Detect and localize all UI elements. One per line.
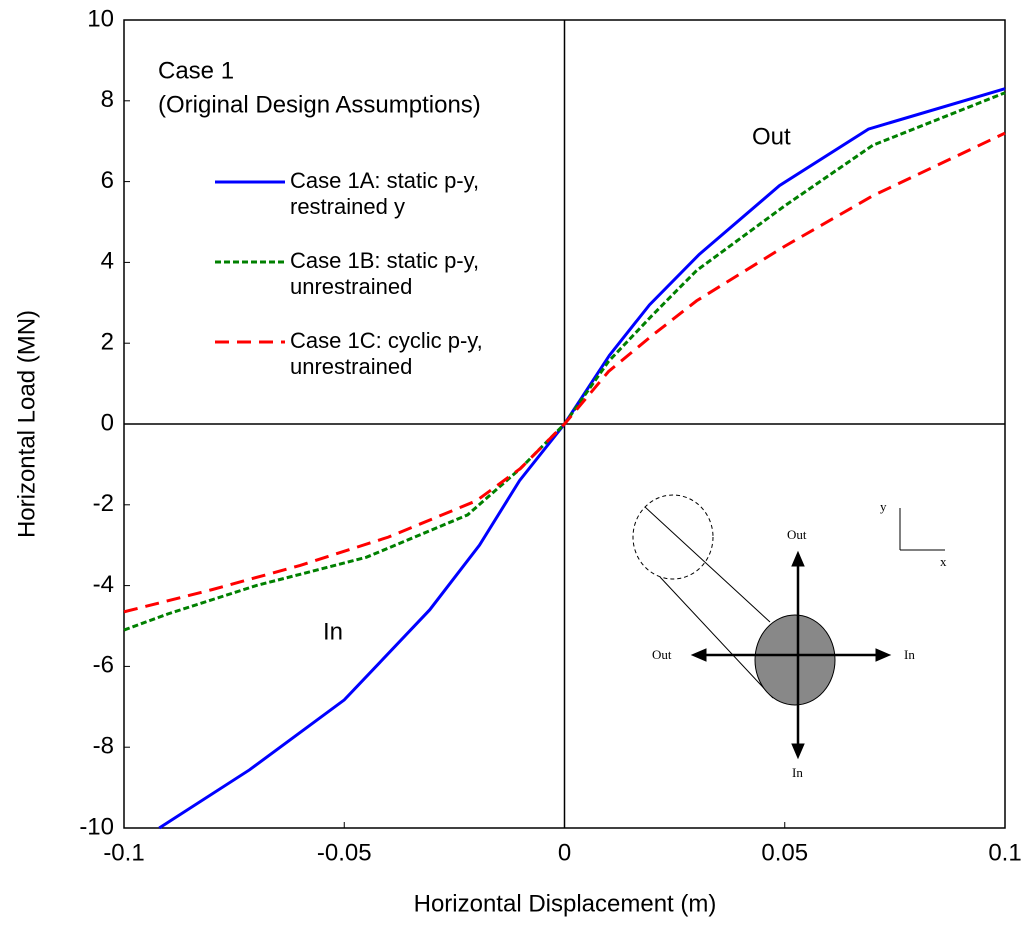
inset-diagram	[632, 494, 945, 760]
x-axis-title: Horizontal Displacement (m)	[414, 890, 717, 917]
x-tick-label: -0.05	[317, 839, 372, 866]
x-tick-label: 0	[558, 839, 571, 866]
y-tick-label: 10	[87, 5, 114, 32]
inset-label: y	[880, 499, 887, 514]
y-tick-label: -8	[93, 733, 114, 760]
annotation: Case 1	[158, 57, 234, 84]
y-tick-label: 6	[101, 167, 114, 194]
y-tick-label: -2	[93, 490, 114, 517]
inset-shape	[659, 576, 774, 699]
y-tick-label: 8	[101, 86, 114, 113]
inset-arrow	[690, 648, 707, 662]
legend-label: Case 1C: cyclic p-y, unrestrained	[290, 328, 483, 379]
inset-shape	[632, 494, 714, 580]
inset-label: In	[904, 647, 915, 662]
x-tick-label: 0.1	[988, 839, 1021, 866]
legend-label: Case 1B: static p-y, unrestrained	[290, 248, 480, 299]
x-tick-label: 0.05	[761, 839, 808, 866]
y-tick-label: -4	[93, 571, 114, 598]
y-axis-title: Horizontal Load (MN)	[13, 310, 40, 538]
annotation: (Original Design Assumptions)	[158, 91, 481, 118]
y-tick-label: 4	[101, 248, 114, 275]
y-tick-label: -10	[79, 813, 114, 840]
inset-arrow	[791, 743, 805, 760]
inset-arrow	[875, 648, 892, 662]
x-tick-label: -0.1	[103, 839, 144, 866]
inset-shape	[754, 614, 836, 706]
inset-arrow	[791, 550, 805, 567]
inset-label: Out	[652, 647, 672, 662]
inset-label: Out	[787, 527, 807, 542]
series-line	[158, 87, 1006, 830]
inset-shape	[644, 506, 771, 623]
y-tick-label: 2	[101, 329, 114, 356]
annotation: Out	[752, 123, 791, 150]
y-tick-label: -6	[93, 652, 114, 679]
y-tick-label: 0	[101, 409, 114, 436]
legend-label: Case 1A: static p-y, restrained y	[290, 168, 480, 219]
series-line	[123, 131, 1006, 614]
inset-label: x	[940, 554, 947, 569]
inset-label: In	[792, 765, 803, 780]
annotation: In	[323, 618, 343, 645]
